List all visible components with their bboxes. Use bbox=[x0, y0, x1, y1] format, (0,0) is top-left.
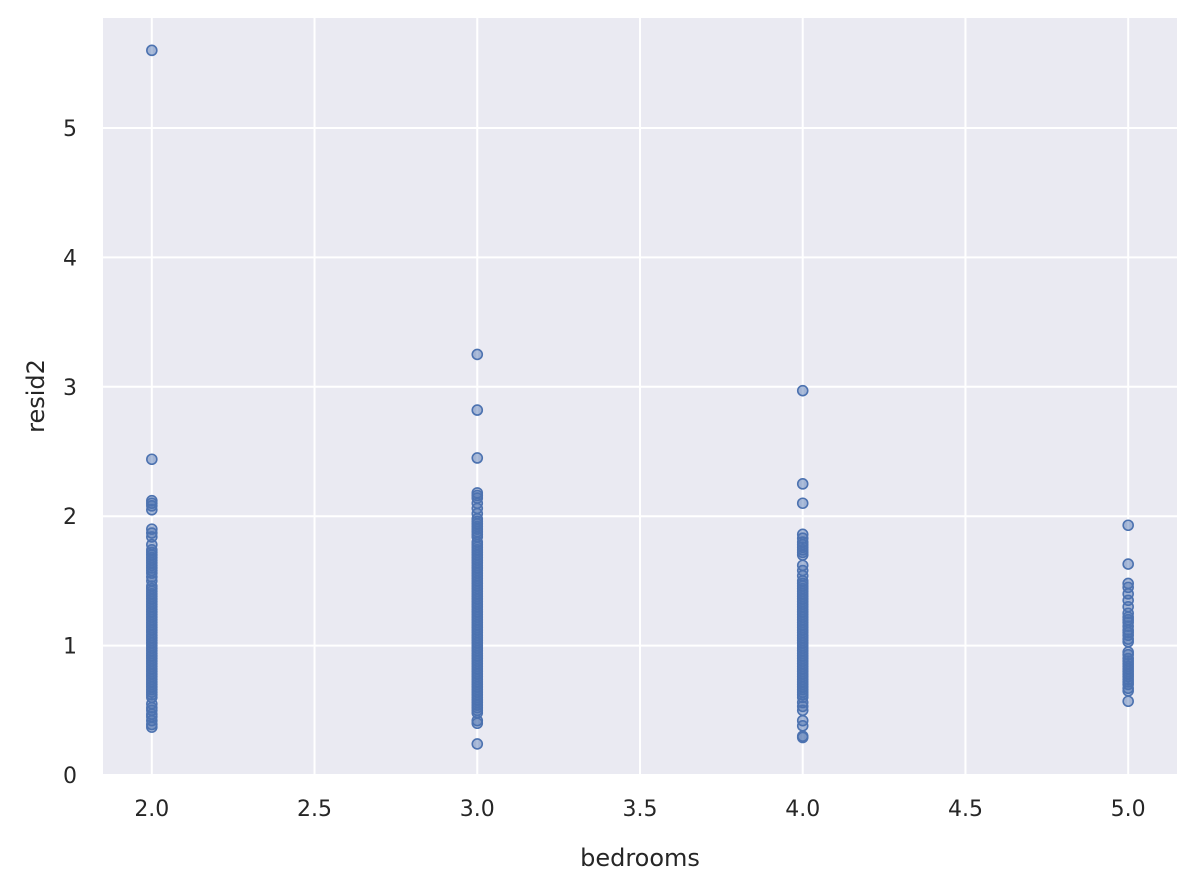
data-point bbox=[796, 549, 809, 561]
data-point bbox=[1122, 685, 1134, 697]
x-tick-label: 3.5 bbox=[623, 797, 658, 822]
y-axis-label: resid2 bbox=[22, 359, 50, 433]
data-point bbox=[471, 404, 484, 416]
data-point bbox=[796, 731, 809, 744]
y-tick-label: 4 bbox=[63, 246, 77, 271]
x-tick-labels: 2.0 2.5 3.0 3.5 4.0 4.5 5.0 bbox=[134, 797, 1145, 822]
data-point bbox=[146, 500, 158, 512]
data-point bbox=[796, 497, 809, 510]
data-point bbox=[471, 738, 484, 750]
x-tick-label: 2.5 bbox=[297, 797, 332, 822]
y-tick-label: 5 bbox=[63, 117, 77, 142]
data-point bbox=[796, 720, 809, 732]
data-point bbox=[796, 478, 809, 490]
x-axis-label: bedrooms bbox=[580, 844, 700, 872]
data-point bbox=[146, 44, 158, 57]
data-point bbox=[146, 503, 158, 516]
x-tick-label: 4.0 bbox=[785, 797, 820, 822]
x-tick-label: 3.0 bbox=[460, 797, 495, 822]
data-point bbox=[796, 704, 809, 717]
data-point bbox=[146, 453, 158, 466]
data-point bbox=[146, 523, 158, 535]
y-tick-label: 0 bbox=[63, 764, 77, 789]
y-tick-label: 2 bbox=[63, 505, 77, 530]
data-point bbox=[796, 384, 809, 397]
data-point bbox=[796, 700, 809, 713]
y-tick-label: 1 bbox=[63, 635, 77, 660]
data-point bbox=[796, 696, 809, 709]
data-point bbox=[1122, 635, 1134, 648]
data-point bbox=[471, 717, 484, 730]
data-point bbox=[146, 527, 158, 539]
x-tick-label: 2.0 bbox=[134, 797, 169, 822]
data-point bbox=[1122, 558, 1134, 570]
data-point bbox=[1122, 695, 1134, 708]
grid-lines bbox=[103, 18, 1177, 776]
data-point bbox=[471, 452, 484, 464]
data-point bbox=[471, 348, 484, 361]
x-tick-label: 4.5 bbox=[948, 797, 983, 822]
data-point bbox=[146, 567, 158, 579]
x-tick-label: 5.0 bbox=[1111, 797, 1146, 822]
data-point bbox=[146, 531, 158, 543]
y-tick-labels: 0 1 2 3 4 5 bbox=[63, 117, 77, 789]
data-point bbox=[146, 571, 158, 583]
data-point bbox=[1122, 519, 1134, 532]
y-tick-label: 3 bbox=[63, 376, 77, 401]
data-points bbox=[146, 44, 1134, 750]
data-point bbox=[146, 721, 158, 733]
